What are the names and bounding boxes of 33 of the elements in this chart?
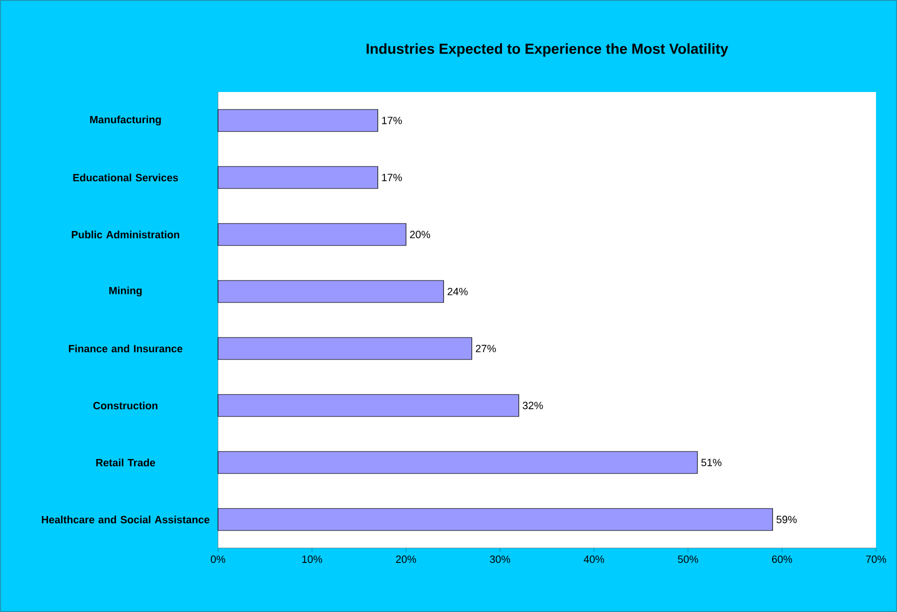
bar	[218, 166, 378, 189]
data-label: 51%	[701, 458, 722, 466]
y-tick-label: Public Administration	[72, 230, 180, 238]
data-label: 32%	[522, 402, 543, 410]
y-tick-label: Manufacturing	[90, 116, 161, 126]
y-tick-label: Healthcare and Social Assistance	[42, 516, 210, 524]
bar	[218, 508, 773, 531]
x-tick-label: 30%	[490, 556, 510, 563]
y-tick-label: Construction	[93, 402, 158, 410]
y-tick-label: Retail Trade	[96, 458, 156, 466]
y-tick-label: Finance and Insurance	[68, 344, 182, 352]
x-tick-label: 10%	[302, 556, 322, 563]
bar	[218, 109, 378, 132]
bar	[218, 394, 520, 417]
bar	[218, 280, 444, 303]
x-tick-label: 60%	[772, 556, 792, 563]
data-label: 20%	[410, 230, 430, 238]
x-tick-label: 70%	[866, 556, 886, 563]
bar	[218, 451, 698, 474]
bar	[218, 223, 406, 246]
y-tick-label: Educational Services	[73, 174, 178, 182]
x-tick-label: 40%	[584, 556, 604, 563]
y-tick-label: Mining	[109, 286, 142, 296]
bar	[218, 337, 472, 360]
chart-title: Industries Expected to Experience the Most Volatility	[366, 43, 728, 57]
x-tick-label: 0%	[210, 556, 226, 563]
x-tick-label: 50%	[678, 556, 698, 563]
data-label: 24%	[448, 288, 468, 296]
data-label: 17%	[382, 174, 402, 182]
data-label: 17%	[382, 116, 402, 124]
data-label: 27%	[476, 344, 496, 352]
x-tick-label: 20%	[396, 556, 416, 563]
data-label: 59%	[776, 516, 797, 524]
